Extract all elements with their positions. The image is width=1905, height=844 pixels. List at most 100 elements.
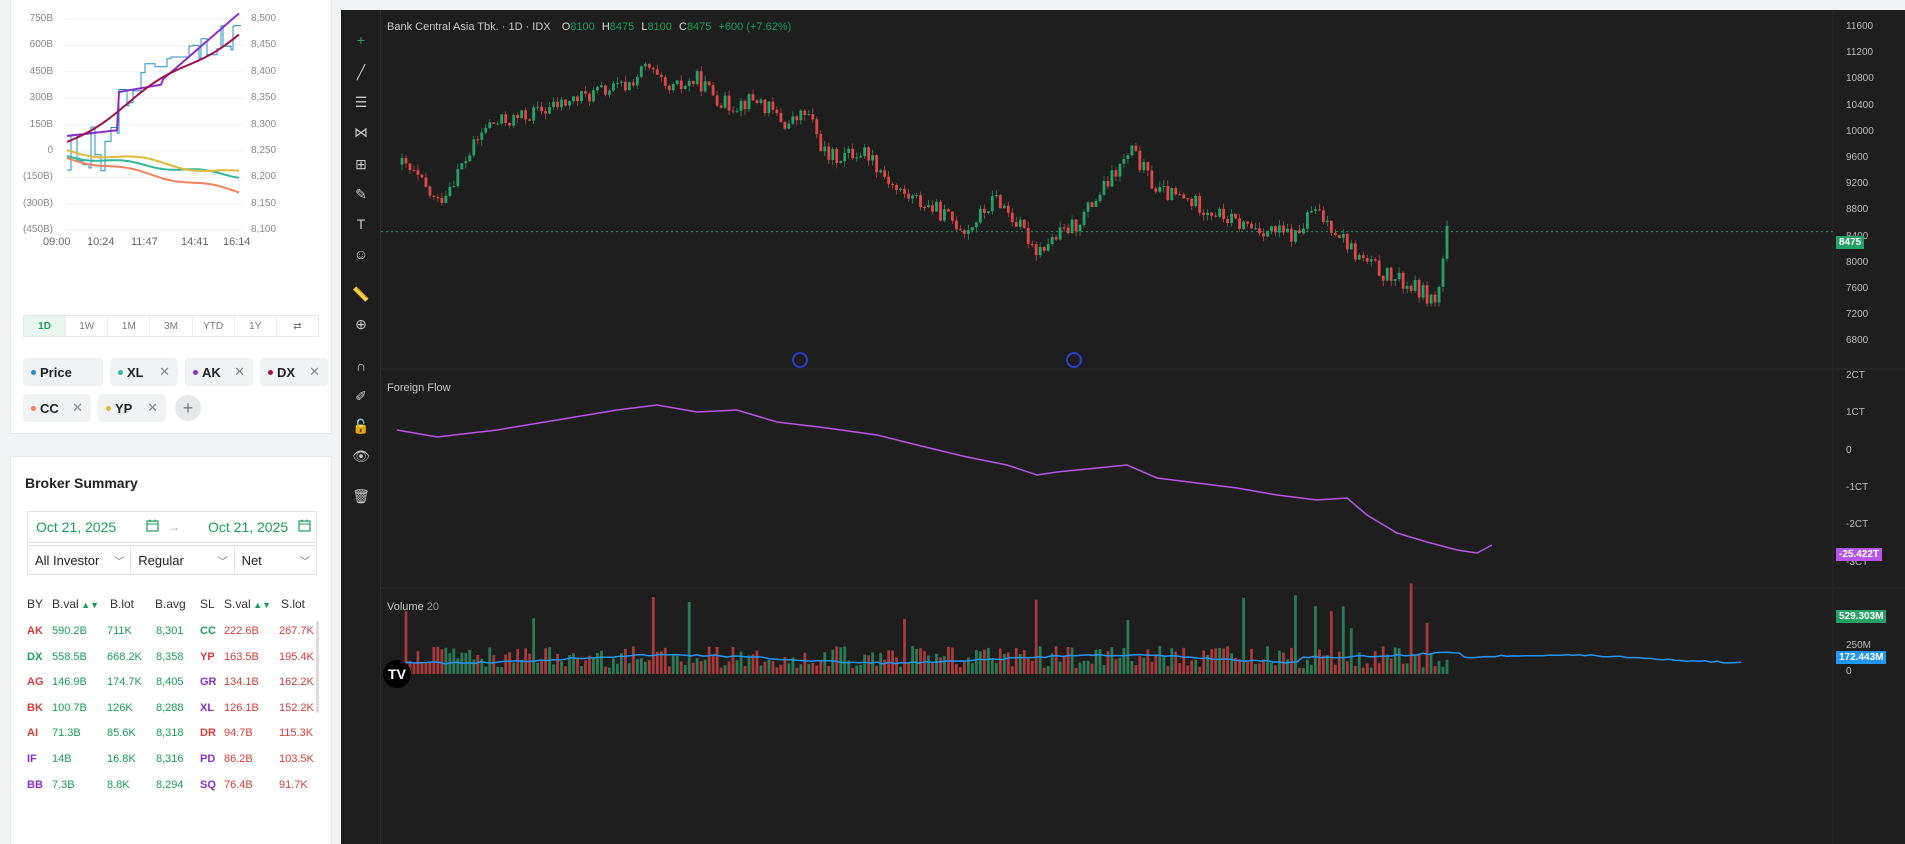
dot-icon (118, 369, 123, 375)
text-icon[interactable]: T (356, 216, 366, 232)
sell-lot: 152.2K (279, 701, 314, 714)
buy-lot: 126K (107, 701, 133, 714)
scrollbar[interactable] (316, 621, 319, 713)
candle-body (508, 122, 512, 126)
volume-bar (859, 664, 863, 674)
seller-code[interactable]: DR (200, 727, 216, 740)
price-series-line (67, 25, 241, 172)
volume-bar (1178, 663, 1182, 674)
range-1d[interactable]: 1D (24, 316, 67, 336)
trend-line-icon[interactable]: ╱ (356, 63, 366, 80)
volume-period: 20 (426, 601, 440, 613)
candle-body (639, 66, 643, 77)
lock-icon[interactable]: 🔓 (352, 417, 370, 434)
close-icon[interactable]: ✕ (72, 400, 83, 415)
horizontal-lines-icon[interactable]: ☰ (354, 93, 368, 110)
candle-body (1178, 194, 1182, 196)
candlestick-chart[interactable] (341, 10, 1905, 844)
candle-body (1070, 219, 1074, 234)
volume-bar (911, 646, 914, 674)
pattern-icon[interactable]: ⋈ (354, 123, 368, 140)
range-1w[interactable]: 1W (66, 316, 109, 336)
brush-icon[interactable]: ✎ (355, 185, 367, 202)
left-axis-tick: 450B (29, 65, 53, 77)
seller-code[interactable]: XL (200, 701, 215, 714)
compare-settings-icon[interactable]: ⇄ (293, 320, 302, 332)
mode-select[interactable]: Net ﹀ (235, 546, 316, 574)
volume-bar (520, 659, 524, 674)
range-3m[interactable]: 3M (150, 316, 193, 336)
change-value: +600 (+7.62%) (718, 21, 792, 33)
fib-icon[interactable]: ⊞ (355, 155, 367, 172)
range-1m[interactable]: 1M (108, 316, 151, 336)
eye-icon[interactable]: 👁 (352, 447, 370, 464)
sell-value: 76.4B (224, 778, 253, 791)
tradingview-logo-icon[interactable]: TV (383, 660, 411, 688)
add-series-button[interactable]: + (175, 395, 201, 421)
cc-series-line (66, 157, 240, 194)
buyer-code[interactable]: AK (27, 625, 43, 637)
lock-drawing-icon[interactable]: ✐ (355, 387, 367, 404)
candle-body (1413, 279, 1417, 291)
seller-code[interactable]: SQ (200, 778, 216, 791)
trash-icon[interactable]: 🗑 (352, 487, 370, 504)
close-icon[interactable]: ✕ (234, 364, 245, 379)
candle-body (767, 101, 771, 113)
chip-cc[interactable]: CC ✕ (23, 394, 91, 422)
candle-body (1166, 185, 1170, 201)
candle-body (1274, 226, 1277, 233)
seller-code[interactable]: GR (200, 676, 217, 689)
board-select[interactable]: Regular ﹀ (131, 546, 235, 574)
candle-body (1222, 208, 1226, 219)
buyer-code[interactable]: BK (27, 701, 43, 714)
chip-yp[interactable]: YP ✕ (98, 394, 166, 422)
magnet-icon[interactable]: ∩ (355, 358, 367, 374)
investor-select[interactable]: All Investor ﹀ (28, 546, 132, 574)
candle-body (1409, 285, 1413, 291)
volume-bar (787, 663, 791, 674)
close-icon[interactable]: ✕ (147, 400, 158, 415)
close-icon[interactable]: ✕ (159, 364, 170, 379)
volume-bar (608, 667, 611, 674)
calendar-icon[interactable] (146, 519, 159, 535)
volume-bar (1353, 665, 1357, 674)
range-ytd[interactable]: YTD (193, 316, 235, 336)
close-icon[interactable]: ✕ (309, 364, 320, 379)
crosshair-icon[interactable]: + (356, 32, 366, 48)
buyer-code[interactable]: AG (27, 676, 44, 689)
range-1y[interactable]: 1Y (235, 316, 277, 336)
header-sval[interactable]: S.val ▲▼ (224, 597, 271, 611)
header-bval[interactable]: B.val ▲▼ (52, 597, 99, 611)
buyer-code[interactable]: IF (27, 753, 37, 765)
candle-body (488, 122, 492, 128)
seller-code[interactable]: CC (200, 625, 216, 637)
seller-code[interactable]: PD (200, 753, 216, 765)
candle-body (1094, 201, 1098, 207)
chip-price[interactable]: Price (23, 358, 103, 386)
buyer-code[interactable]: DX (27, 650, 43, 663)
date-to[interactable]: Oct 21, 2025 (208, 519, 289, 535)
candle-body (791, 116, 795, 124)
candle-body (592, 90, 595, 102)
chip-dx[interactable]: DX ✕ (260, 358, 328, 386)
volume-last-tag: 529.303M (1836, 610, 1887, 623)
chip-xl[interactable]: XL ✕ (110, 358, 178, 386)
yp-series-line (66, 149, 240, 172)
emoji-icon[interactable]: ☺ (353, 246, 369, 262)
volume-bar (1114, 659, 1118, 674)
zoom-in-icon[interactable]: ⊕ (355, 315, 367, 332)
date-from[interactable]: Oct 21, 2025 (36, 519, 117, 535)
calendar-icon[interactable] (298, 519, 311, 535)
volume-bar (631, 646, 635, 674)
seller-code[interactable]: YP (200, 650, 215, 663)
volume-bar (643, 661, 647, 674)
ruler-icon[interactable]: 📏 (352, 285, 370, 302)
candle-body (512, 114, 516, 126)
buyer-code[interactable]: AI (27, 727, 38, 740)
candle-body (994, 194, 998, 197)
buyer-code[interactable]: BB (27, 778, 43, 791)
volume-bar (855, 665, 859, 674)
high-value: 8475 (609, 21, 635, 33)
volume-bar (695, 657, 699, 674)
chip-ak[interactable]: AK ✕ (185, 358, 253, 386)
